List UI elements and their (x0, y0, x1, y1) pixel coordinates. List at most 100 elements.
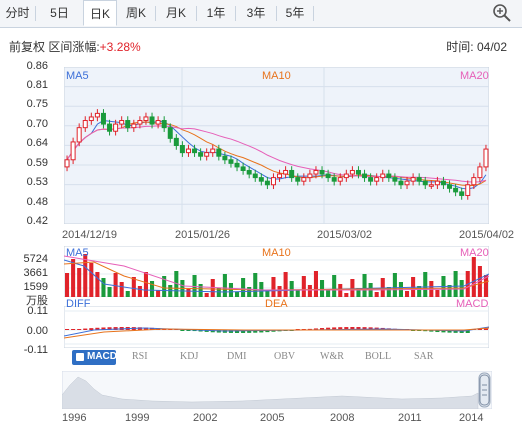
macd-chart[interactable] (64, 306, 489, 348)
tab-wr[interactable]: W&R (320, 351, 344, 362)
macd-bar (356, 327, 361, 330)
macd-bar (320, 328, 325, 330)
volume-bar (320, 280, 325, 297)
volume-tick-label: 3661 (23, 267, 48, 279)
candle-body (76, 127, 82, 143)
candle-body (179, 145, 185, 154)
volume-tick-label: 5724 (23, 253, 48, 265)
volume-bar (107, 287, 112, 297)
tab-weekly-k[interactable]: 周K (125, 6, 146, 20)
volume-bar (204, 293, 209, 297)
volume-bar (101, 278, 106, 297)
candle-body (355, 169, 361, 175)
candle-body (483, 148, 489, 168)
tab-rsi[interactable]: RSI (132, 351, 148, 362)
candle-body (374, 177, 380, 182)
timeline-label: 2002 (193, 412, 218, 424)
candle-body (210, 148, 216, 154)
candle-body (137, 120, 143, 125)
candle-body (82, 120, 88, 129)
candle-body (349, 169, 355, 175)
volume-bar (241, 278, 246, 297)
volume-bar (77, 268, 82, 297)
candle-body (283, 169, 289, 175)
candle-body (368, 177, 374, 182)
volume-ma-lines (64, 255, 489, 293)
macd-bar (210, 330, 215, 333)
candle-body (222, 155, 228, 161)
candle-body (331, 177, 337, 182)
candlestick-chart[interactable] (64, 67, 489, 224)
candle-body (428, 184, 434, 187)
volume-bar (271, 277, 276, 297)
diff-line (64, 326, 489, 337)
timeline-navigator[interactable] (62, 371, 492, 409)
candle-body (125, 120, 131, 129)
candle-body (234, 162, 240, 168)
zoom-in-icon[interactable] (492, 3, 512, 23)
candle-body (289, 169, 295, 179)
tab-obv[interactable]: OBV (274, 351, 296, 362)
tab-5day[interactable]: 5日 (50, 6, 69, 20)
candle-body (155, 120, 161, 125)
macd-bar (180, 330, 185, 331)
volume-bar (71, 259, 76, 297)
tab-macd[interactable]: MACD (87, 351, 117, 362)
macd-bar (483, 328, 488, 330)
volume-bar (447, 285, 452, 297)
candle-body (185, 148, 191, 154)
tab-separator (235, 6, 236, 21)
tab-intraday[interactable]: 分时 (5, 6, 30, 20)
tab-3-year[interactable]: 3年 (246, 6, 266, 20)
candle-body (477, 166, 483, 179)
tab-sar[interactable]: SAR (414, 351, 434, 362)
tab-dmi[interactable]: DMI (227, 351, 247, 362)
macd-bar (101, 327, 106, 330)
tab-boll[interactable]: BOLL (365, 351, 392, 362)
volume-bar (471, 257, 476, 297)
macd-bar (447, 330, 452, 333)
macd-bar (265, 330, 270, 333)
navigator-handle-grip (479, 374, 490, 406)
macd-bar (362, 327, 367, 330)
tab-5-year[interactable]: 5年 (285, 6, 305, 20)
volume-bar (477, 266, 482, 297)
tab-monthly-k[interactable]: 月K (165, 6, 186, 20)
tab-macd-highlight[interactable]: MACD (72, 350, 117, 365)
macd-bar (253, 330, 258, 333)
candles (64, 109, 489, 200)
x-tick-label: 2015/03/02 (317, 229, 373, 241)
y-tick-label: 0.53 (26, 176, 48, 188)
volume-ma5-line (64, 259, 489, 293)
candle-body (167, 127, 173, 139)
macd-bar (338, 327, 343, 330)
candle-body (270, 177, 276, 186)
volume-bar (295, 290, 300, 297)
volume-bar (222, 274, 227, 297)
volume-bar (392, 273, 397, 297)
volume-unit: 万股 (26, 295, 48, 307)
candle-body (307, 173, 313, 179)
volume-bars (65, 254, 488, 297)
volume-chart[interactable] (64, 246, 489, 297)
macd-bar (477, 328, 482, 330)
macd-bar (465, 330, 470, 333)
macd-bar (429, 330, 434, 332)
ma20-line (66, 125, 487, 183)
candle-body (113, 123, 119, 132)
volume-bar (283, 272, 288, 297)
candle-body (161, 120, 167, 129)
volume-bar (386, 287, 391, 297)
macd-lines (64, 326, 489, 339)
tab-daily-k[interactable]: 日K (83, 0, 117, 26)
candle-body (319, 169, 325, 175)
macd-bar (235, 330, 240, 333)
volume-bar (374, 292, 379, 297)
volume-bar (198, 284, 203, 297)
macd-bar (77, 329, 82, 330)
tab-separator (313, 6, 314, 21)
macd-bar (192, 330, 197, 332)
tab-kdj[interactable]: KDJ (180, 351, 199, 362)
candle-body (343, 173, 349, 179)
tab-1-year[interactable]: 1年 (206, 6, 226, 20)
